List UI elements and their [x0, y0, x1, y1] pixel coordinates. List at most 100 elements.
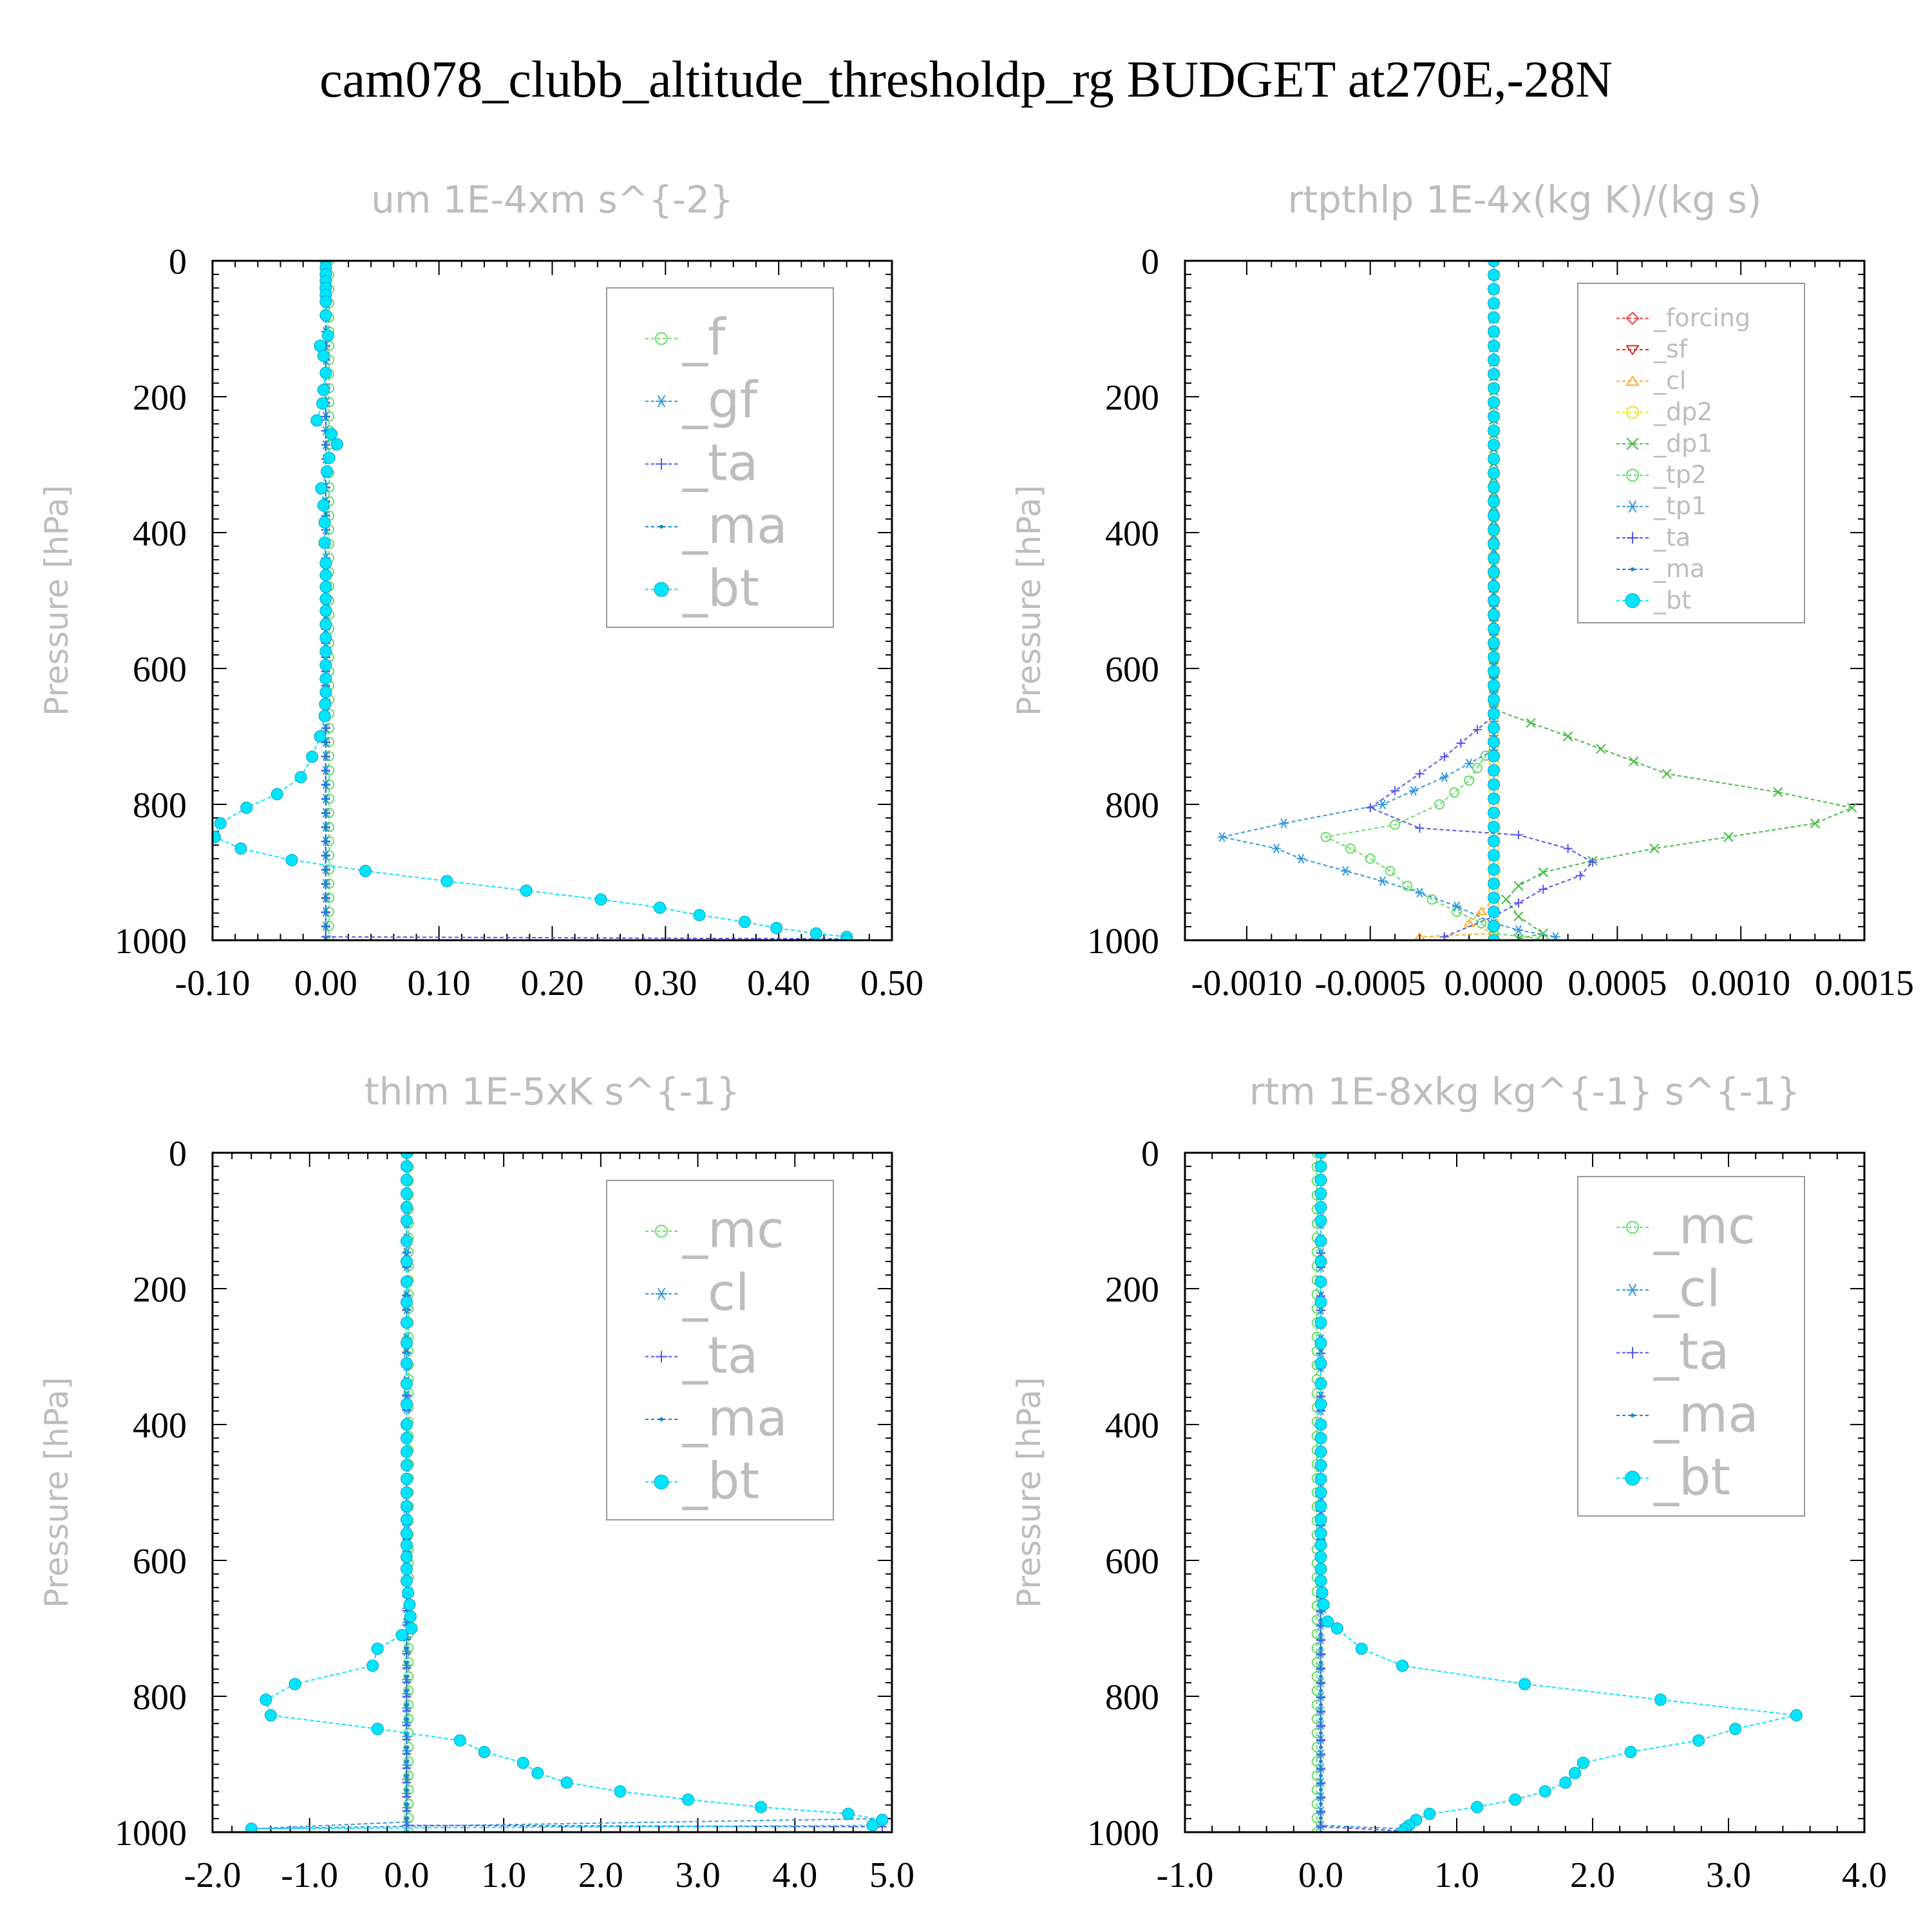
- data-point: [1464, 759, 1474, 769]
- data-point: [560, 1776, 573, 1789]
- data-point: [1314, 1472, 1327, 1485]
- data-point: [1314, 1275, 1327, 1288]
- data-point: [842, 1808, 855, 1821]
- data-point: [1488, 509, 1501, 522]
- data-point: [318, 536, 331, 549]
- chart-panel-1: um 1E-4xm s^{-2} Pressure [hPa] 0 200 400 600…: [38, 178, 923, 1003]
- data-point: [478, 1746, 491, 1759]
- data-point: [1538, 933, 1549, 940]
- y-tick-label: 800: [133, 1678, 187, 1718]
- legend-entry: _cl: [645, 1264, 750, 1322]
- series-cl: [1414, 261, 1500, 940]
- series-bt: [1488, 261, 1501, 940]
- x-tick-label: 4.0: [772, 1855, 817, 1895]
- data-point: [294, 771, 307, 784]
- data-point: [321, 329, 334, 342]
- legend-entry: _bt: [1616, 586, 1691, 614]
- data-point: [1513, 898, 1523, 907]
- data-point: [400, 1562, 413, 1575]
- chart-panel-2: rtpthlp 1E-4x(kg K)/(kg s) Pressure [hPa]…: [1010, 178, 1914, 1003]
- data-point: [738, 916, 751, 929]
- legend: _mc_cl_ta_ma_bt: [606, 1180, 834, 1520]
- data-point: [1575, 871, 1585, 880]
- data-point: [1577, 1756, 1589, 1769]
- data-point: [400, 1235, 413, 1247]
- data-point: [323, 797, 328, 801]
- y-tick-label: 600: [1105, 1542, 1159, 1582]
- y-tick-label: 1000: [1087, 1814, 1159, 1853]
- legend-label: _cl: [1653, 366, 1686, 395]
- data-point: [400, 1527, 413, 1540]
- data-point: [400, 1275, 413, 1288]
- series-line: [1222, 261, 1556, 938]
- legend-entry: _ma: [645, 1390, 788, 1448]
- series-line: [1320, 1153, 1403, 1830]
- data-point: [1314, 1255, 1327, 1268]
- series-bt: [245, 1153, 889, 1832]
- data-point: [323, 782, 328, 787]
- data-point: [1314, 1432, 1327, 1444]
- data-point: [1488, 424, 1501, 437]
- y-tick-label: 0: [1141, 1134, 1159, 1174]
- x-tick-label: 0.0010: [1691, 963, 1790, 1003]
- x-tick-label: -1.0: [1157, 1855, 1214, 1895]
- legend-label: _ma: [1653, 554, 1705, 583]
- data-point: [1319, 1788, 1323, 1792]
- data-point: [1319, 1689, 1323, 1693]
- data-point: [404, 1816, 409, 1821]
- panel-title: thlm 1E-5xK s^{-1}: [365, 1070, 740, 1113]
- data-point: [1314, 1215, 1327, 1227]
- data-point: [520, 884, 533, 897]
- series-ta: [402, 1153, 887, 1832]
- data-point: [1378, 799, 1387, 810]
- data-point: [1314, 1500, 1327, 1513]
- data-point: [404, 1674, 409, 1679]
- data-point: [1488, 538, 1501, 551]
- data-point: [400, 1575, 413, 1587]
- data-point: [1488, 665, 1501, 677]
- x-tick-label: 1.0: [1434, 1855, 1479, 1895]
- data-point: [1464, 775, 1475, 786]
- series-line: [1368, 261, 1594, 938]
- data-point: [1488, 396, 1501, 409]
- data-point: [314, 339, 327, 352]
- data-point: [1365, 853, 1376, 864]
- data-point: [400, 1296, 413, 1309]
- data-point: [318, 710, 331, 723]
- series-tp1: [1217, 261, 1560, 940]
- x-tick-label: 2.0: [578, 1855, 623, 1895]
- data-point: [1314, 1173, 1327, 1186]
- data-point: [1456, 739, 1466, 748]
- y-axis-label: Pressure [hPa]: [38, 485, 75, 716]
- plot-frame: [211, 260, 893, 942]
- series-ta: [1316, 1153, 1407, 1832]
- panel-title: um 1E-4xm s^{-2}: [371, 178, 734, 222]
- data-point: [1488, 735, 1501, 748]
- legend-entry: _mc: [645, 1202, 784, 1260]
- x-tick-label: 4.0: [1842, 1855, 1887, 1895]
- legend-entry: _mc: [1616, 1198, 1756, 1256]
- data-point: [1488, 481, 1501, 494]
- data-point: [1488, 679, 1501, 692]
- data-point: [1513, 925, 1523, 935]
- data-point: [404, 1349, 409, 1353]
- x-tick-label: 3.0: [676, 1855, 721, 1895]
- legend-entry: _gf: [645, 372, 759, 430]
- legend-label: _f: [682, 309, 726, 367]
- data-point: [371, 1642, 384, 1655]
- data-point: [1408, 786, 1418, 796]
- data-point: [1314, 1562, 1327, 1575]
- data-point: [400, 1397, 413, 1410]
- data-point: [1452, 901, 1461, 911]
- data-point: [1563, 844, 1573, 853]
- data-point: [404, 1703, 409, 1707]
- plot-area: [1311, 1153, 1803, 1832]
- data-point: [1488, 863, 1501, 876]
- data-point: [1488, 835, 1501, 848]
- data-point: [1472, 724, 1482, 734]
- y-tick-label: 600: [133, 650, 187, 690]
- data-point: [1488, 707, 1501, 720]
- data-point: [405, 1622, 418, 1634]
- data-point: [1488, 311, 1501, 324]
